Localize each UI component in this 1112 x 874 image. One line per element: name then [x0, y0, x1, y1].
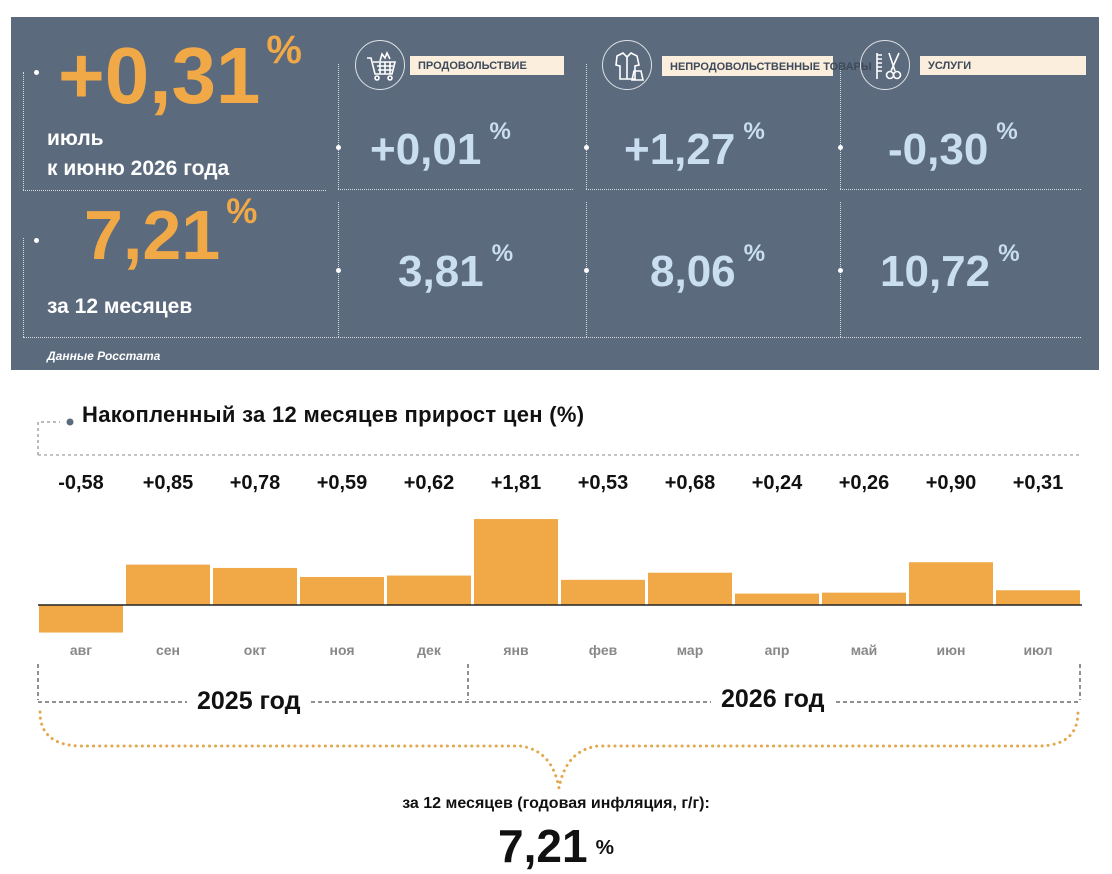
annual-inflation-value: 7,21%	[84, 192, 258, 274]
value-label-ноя: +0,59	[317, 472, 368, 494]
category-label-nonfood: НЕПРОДОВОЛЬСТВЕННЫЕ ТОВАРЫ	[662, 56, 872, 76]
scissors-comb-icon	[860, 40, 910, 90]
food-monthly-value: +0,01%	[370, 118, 511, 174]
bullet-dot	[584, 268, 589, 273]
bar-дек	[387, 575, 471, 605]
bar-янв	[474, 519, 558, 605]
bar-ноя	[300, 576, 384, 605]
bullet-dot	[336, 268, 341, 273]
nonfood-monthly-value: +1,27%	[624, 118, 765, 174]
divider	[338, 64, 339, 189]
divider	[586, 64, 587, 189]
bar-июн	[909, 562, 993, 605]
annual-inflation-label: за 12 месяцев	[47, 295, 193, 318]
value-label-янв: +1,81	[491, 472, 542, 494]
month-label-сен: сен	[156, 642, 180, 658]
month-label-июн: июн	[936, 642, 965, 658]
value-label-сен: +0,85	[143, 472, 194, 494]
bar-фев	[561, 579, 645, 605]
month-label-авг: авг	[70, 642, 92, 658]
nonfood-annual-value: 8,06%	[650, 240, 766, 296]
clothes-icon	[602, 40, 652, 90]
bullet-dot	[838, 145, 843, 150]
data-source-note: Данные Росстата	[47, 349, 161, 363]
month-label-май: май	[851, 642, 878, 658]
month-label-янв: янв	[503, 642, 529, 658]
value-label-июн: +0,90	[926, 472, 977, 494]
value-label-апр: +0,24	[752, 472, 803, 494]
divider	[23, 238, 24, 337]
month-label-июл: июл	[1023, 642, 1052, 658]
divider	[840, 64, 841, 189]
value-label-май: +0,26	[839, 472, 890, 494]
value-label-мар: +0,68	[665, 472, 716, 494]
shopping-cart-icon	[355, 40, 405, 90]
annual-inflation-total: 7,21%	[498, 820, 614, 872]
bar-май	[822, 592, 906, 605]
value-label-дек: +0,62	[404, 472, 455, 494]
bullet-dot	[34, 238, 39, 243]
bar-сен	[126, 564, 210, 605]
month-label-ноя: ноя	[330, 642, 355, 658]
month-label-дек: дек	[417, 642, 442, 658]
year-label-2026: 2026 год	[711, 684, 835, 714]
value-label-фев: +0,53	[578, 472, 629, 494]
annual-inflation-caption: за 12 месяцев (годовая инфляция, г/г):	[402, 795, 710, 812]
category-label-services: УСЛУГИ	[920, 56, 1086, 75]
monthly-inflation-value: +0,31%	[58, 28, 302, 120]
food-annual-value: 3,81%	[398, 240, 514, 296]
divider	[338, 189, 573, 190]
month-label-апр: апр	[765, 642, 790, 658]
month-label-окт: окт	[244, 642, 267, 658]
month-label-фев: фев	[589, 642, 618, 658]
bar-окт	[213, 567, 297, 605]
services-monthly-value: -0,30%	[888, 118, 1018, 174]
divider	[23, 72, 24, 190]
bullet-dot	[34, 70, 39, 75]
bar-апр	[735, 593, 819, 605]
divider	[586, 189, 827, 190]
bullet-dot	[838, 268, 843, 273]
month-label-мар: мар	[677, 642, 704, 658]
bar-авг	[39, 605, 123, 633]
value-label-авг: -0,58	[58, 472, 104, 494]
bullet-dot	[336, 145, 341, 150]
value-label-июл: +0,31	[1013, 472, 1064, 494]
bar-июл	[996, 590, 1080, 605]
category-label-food: ПРОДОВОЛЬСТВИЕ	[410, 56, 564, 75]
divider	[23, 337, 1081, 338]
divider	[23, 190, 326, 191]
services-annual-value: 10,72%	[880, 240, 1020, 296]
bar-мар	[648, 572, 732, 605]
bullet-dot	[584, 145, 589, 150]
monthly-inflation-label: июль к июню 2026 года	[47, 127, 230, 180]
inflation-summary-panel	[11, 17, 1099, 370]
divider	[840, 189, 1081, 190]
value-label-окт: +0,78	[230, 472, 281, 494]
chart-title: Накопленный за 12 месяцев прирост цен (%…	[82, 402, 585, 427]
year-label-2025: 2025 год	[187, 686, 311, 716]
